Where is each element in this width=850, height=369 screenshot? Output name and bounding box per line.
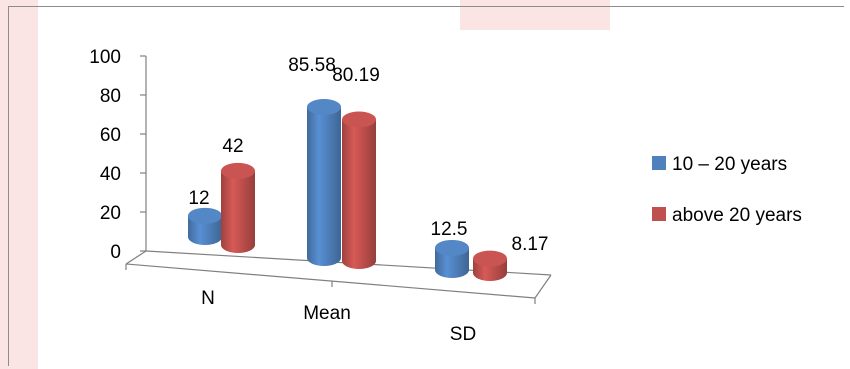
y-tick-label-100: 100 — [89, 47, 121, 68]
legend-label-above-20-years: above 20 years — [672, 205, 802, 226]
floor-right-edge — [534, 274, 552, 299]
legend-swatch-10-20-years — [652, 156, 666, 170]
bar-mean-10-20-years-top — [307, 98, 341, 115]
watermark-stripe-left — [0, 0, 38, 369]
data-label-mean-above-20-years: 80.19 — [332, 65, 380, 86]
y-tick-label-80: 80 — [100, 86, 121, 107]
bar-sd-above-20-years-top — [473, 250, 507, 267]
bar-sd-above-20-years — [473, 250, 507, 281]
legend: 10 – 20 years above 20 years — [652, 154, 802, 226]
chart-frame — [8, 6, 844, 366]
data-label-mean-10-20-years: 85.58 — [288, 55, 336, 76]
y-tick-label-60: 60 — [100, 125, 121, 146]
y-tick-label-0: 0 — [110, 242, 121, 263]
bar-sd-10-20-years — [435, 239, 469, 278]
legend-swatch-above-20-years — [652, 207, 666, 221]
bar-sd-10-20-years-body — [435, 247, 469, 278]
y-tick-label-20: 20 — [100, 203, 121, 224]
bars-group — [188, 98, 507, 281]
bar-mean-above-20-years-top — [342, 111, 376, 128]
data-label-n-10-20-years: 12 — [188, 188, 209, 209]
floor-left-edge — [125, 250, 147, 265]
bar-n-above-20-years — [221, 162, 255, 253]
bar-n-10-20-years-top — [188, 207, 222, 224]
y-tick-labels: 0 20 40 60 80 100 — [89, 47, 146, 263]
bar-mean-10-20-years-body — [307, 106, 341, 267]
bar-mean-above-20-years — [342, 111, 376, 269]
category-label-mean: Mean — [303, 303, 351, 324]
bar-n-10-20-years-body — [188, 215, 222, 245]
y-tick-label-40: 40 — [100, 164, 121, 185]
data-label-sd-10-20-years: 12.5 — [431, 219, 468, 240]
bar-sd-10-20-years-top — [435, 239, 469, 256]
x-axis-line — [125, 263, 536, 299]
category-labels-group: N Mean SD — [201, 288, 476, 345]
bar-n-above-20-years-body — [221, 170, 255, 253]
watermark-stripe-top — [460, 0, 610, 30]
bar-mean-above-20-years-body — [342, 119, 376, 269]
legend-label-10-20-years: 10 – 20 years — [672, 154, 787, 175]
data-label-n-above-20-years: 42 — [222, 136, 243, 157]
bar-mean-10-20-years — [307, 98, 341, 267]
data-label-sd-above-20-years: 8.17 — [512, 234, 549, 255]
bar-n-10-20-years — [188, 207, 222, 245]
bar-n-above-20-years-top — [221, 162, 255, 179]
category-label-sd: SD — [450, 324, 476, 345]
category-label-n: N — [201, 288, 215, 309]
